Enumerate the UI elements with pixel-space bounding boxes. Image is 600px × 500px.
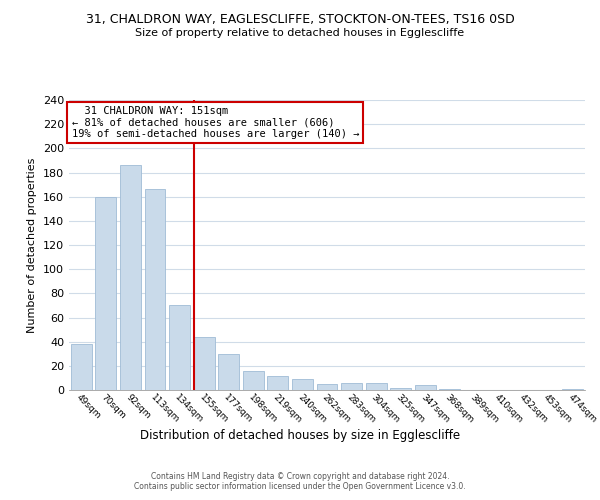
Text: Contains HM Land Registry data © Crown copyright and database right 2024.: Contains HM Land Registry data © Crown c… bbox=[151, 472, 449, 481]
Bar bbox=[243, 370, 264, 390]
Bar bbox=[562, 389, 583, 390]
Bar bbox=[439, 389, 460, 390]
Bar bbox=[169, 306, 190, 390]
Y-axis label: Number of detached properties: Number of detached properties bbox=[28, 158, 37, 332]
Bar bbox=[341, 383, 362, 390]
Bar bbox=[194, 337, 215, 390]
Bar bbox=[317, 384, 337, 390]
Text: Distribution of detached houses by size in Egglescliffe: Distribution of detached houses by size … bbox=[140, 428, 460, 442]
Bar bbox=[365, 383, 386, 390]
Bar bbox=[268, 376, 289, 390]
Bar bbox=[292, 379, 313, 390]
Bar bbox=[145, 190, 166, 390]
Text: Size of property relative to detached houses in Egglescliffe: Size of property relative to detached ho… bbox=[136, 28, 464, 38]
Bar bbox=[218, 354, 239, 390]
Bar bbox=[415, 385, 436, 390]
Bar bbox=[71, 344, 92, 390]
Bar bbox=[390, 388, 411, 390]
Text: 31, CHALDRON WAY, EAGLESCLIFFE, STOCKTON-ON-TEES, TS16 0SD: 31, CHALDRON WAY, EAGLESCLIFFE, STOCKTON… bbox=[86, 12, 514, 26]
Bar bbox=[95, 196, 116, 390]
Text: Contains public sector information licensed under the Open Government Licence v3: Contains public sector information licen… bbox=[134, 482, 466, 491]
Bar bbox=[120, 166, 141, 390]
Text: 31 CHALDRON WAY: 151sqm
← 81% of detached houses are smaller (606)
19% of semi-d: 31 CHALDRON WAY: 151sqm ← 81% of detache… bbox=[71, 106, 359, 139]
